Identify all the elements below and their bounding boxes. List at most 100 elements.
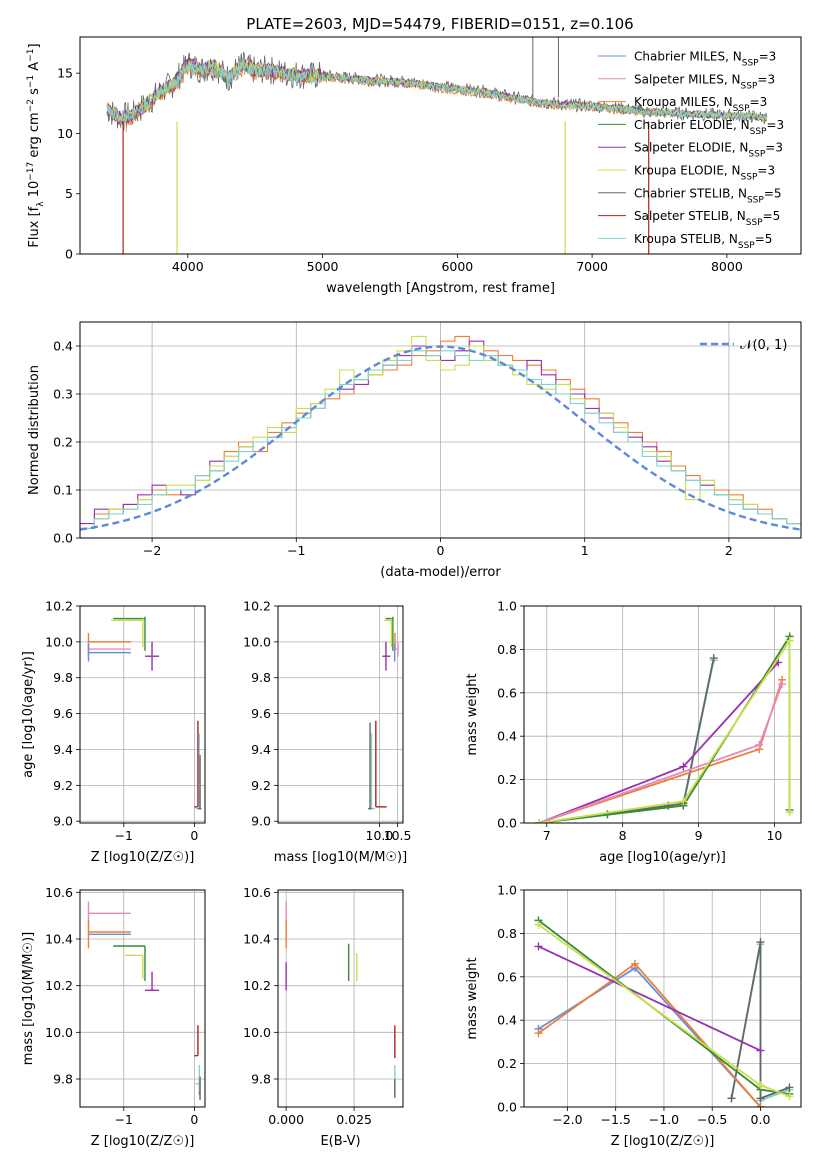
- label-part: SSP: [748, 150, 765, 160]
- y-tick-label: 0.6: [497, 685, 517, 700]
- errorbar-chabrier-stelib-n-ssp-5: [368, 722, 372, 810]
- errorbar-salpeter-elodie-n-ssp-3: [382, 641, 391, 671]
- y-tick-label: 15: [57, 66, 73, 81]
- y-tick-label: 9.2: [251, 778, 271, 793]
- errorbar-kroupa-miles-n-ssp-3: [87, 632, 131, 651]
- x-tick-label: 0.025: [336, 1112, 372, 1127]
- x-tick-label: −1.0: [649, 1112, 679, 1127]
- axes-frame: [277, 889, 404, 1108]
- x-tick-label: 0: [190, 1112, 198, 1127]
- label-part: Salpeter ELODIE, N: [634, 141, 748, 155]
- y-tick-label: 0.4: [53, 339, 73, 354]
- weight-line-kroupa-miles-n-ssp-3: [538, 679, 783, 823]
- x-tick-label: 0.000: [268, 1112, 304, 1127]
- plot-area: [80, 335, 801, 531]
- y-tick-label: 9.0: [251, 814, 271, 829]
- label-part: 10: [27, 181, 42, 202]
- errorbar-kroupa-elodie-n-ssp-3: [384, 618, 393, 648]
- label-part: Chabrier ELODIE, N: [634, 118, 750, 132]
- label-part: (data-model)/error: [380, 565, 501, 580]
- weight-line-chabrier-stelib-n-ssp-5: [607, 657, 715, 816]
- label-part: Normed distribution: [27, 365, 42, 495]
- errorbar-chabrier-stelib-n-ssp-5: [198, 1076, 201, 1100]
- label-part: Kroupa STELIB, N: [634, 232, 738, 246]
- plot-mass_vs_Z: −1 0 9.8 10.0 10.2 10.4 10.6 Z [log10(Z/Z☉)] mas…: [21, 885, 206, 1149]
- legend-label: Salpeter MILES, NSSP=3: [634, 72, 775, 91]
- x-tick-label: 1: [581, 543, 589, 558]
- weight-marker: [778, 680, 787, 689]
- label-part: =5: [763, 209, 781, 223]
- plot-area: [87, 901, 201, 1100]
- x-tick-label: 7000: [576, 259, 608, 274]
- y-tick-label: 9.0: [53, 814, 73, 829]
- axes-frame: [79, 605, 206, 824]
- label-part: SSP: [742, 59, 759, 69]
- label-part: =3: [750, 95, 768, 109]
- y-tick-label: 5: [65, 186, 73, 201]
- errorbar-salpeter-miles-n-ssp-3: [87, 641, 131, 657]
- x-tick-label: 10.0: [366, 828, 394, 843]
- y-tick-label: 0.3: [53, 387, 73, 402]
- plot-area: [285, 901, 396, 1098]
- histogram-kroupa-stelib-n-ssp-5: [80, 350, 801, 529]
- y-tick-label: 0.2: [497, 772, 517, 787]
- errorbar-salpeter-miles-n-ssp-3: [87, 901, 131, 925]
- x-tick-label: −1: [287, 543, 305, 558]
- x-tick-label: 5000: [307, 259, 339, 274]
- label-part: s: [27, 88, 42, 99]
- x-axis-label: E(B-V): [320, 1134, 360, 1149]
- plot-spectrum: 4000 5000 6000 7000 8000 0 5 10 15 wavelength [An…: [26, 36, 802, 296]
- label-part: λ: [36, 201, 46, 207]
- label-part: =5: [755, 232, 773, 246]
- weight-marker: [785, 808, 794, 817]
- errorbar-chabrier-stelib-n-ssp-5: [197, 754, 202, 810]
- label-part: Kroupa ELODIE, N: [634, 164, 741, 178]
- x-axis-label: Z [log10(Z/Z☉)]: [611, 1134, 715, 1149]
- weight-line-salpeter-elodie-n-ssp-3: [538, 945, 761, 1052]
- weight-marker: [534, 942, 543, 951]
- y-tick-label: 0.0: [497, 1100, 517, 1115]
- label-part: Chabrier MILES, N: [634, 50, 742, 64]
- errorbar-kroupa-elodie-n-ssp-3: [111, 618, 144, 648]
- y-tick-label: 10.0: [243, 634, 271, 649]
- y-tick-label: 10.6: [243, 885, 271, 900]
- label-part: Flux [f: [27, 206, 42, 247]
- weight-marker: [709, 654, 718, 663]
- x-tick-label: 0.0: [751, 1112, 771, 1127]
- x-tick-label: 10: [766, 828, 782, 843]
- label-part: SSP: [733, 104, 750, 114]
- y-tick-label: 9.8: [251, 1072, 271, 1087]
- weight-marker: [756, 1094, 765, 1103]
- x-axis-label: wavelength [Angstrom, rest frame]: [326, 281, 555, 296]
- weight-line-kroupa-elodie-n-ssp-3: [539, 637, 791, 823]
- weight-marker: [534, 1029, 543, 1038]
- label-part: Salpeter MILES, N: [634, 72, 741, 86]
- y-tick-label: 9.4: [251, 742, 271, 757]
- x-tick-label: −2: [143, 543, 161, 558]
- legend-label: Salpeter STELIB, NSSP=5: [634, 209, 780, 228]
- label-part: SSP: [741, 81, 758, 91]
- errorbar-salpeter-stelib-n-ssp-5: [375, 720, 387, 808]
- x-tick-label: 0: [190, 828, 198, 843]
- legend-label: Chabrier MILES, NSSP=3: [634, 50, 776, 69]
- x-tick-label: 0: [437, 543, 445, 558]
- x-tick-label: 10.5: [384, 828, 412, 843]
- weight-marker: [755, 740, 764, 749]
- errorbar-chabrier-elodie-n-ssp-3: [113, 945, 146, 981]
- y-tick-label: 0.6: [497, 969, 517, 984]
- y-axis-label: mass [log10(M/M☉)]: [21, 932, 36, 1065]
- x-tick-label: 6000: [441, 259, 473, 274]
- label-part: Z [log10(Z/Z☉)]: [611, 1134, 715, 1149]
- plot-area: [535, 632, 794, 823]
- label-part: =3: [766, 118, 784, 132]
- y-tick-label: 0.4: [497, 729, 517, 744]
- label-part: SSP: [746, 218, 763, 228]
- label-part: −2: [26, 99, 36, 112]
- weight-marker: [785, 1092, 794, 1101]
- legend-label: Salpeter ELODIE, NSSP=3: [634, 141, 783, 160]
- y-tick-label: 9.4: [53, 742, 73, 757]
- legend-label: Chabrier STELIB, NSSP=5: [634, 186, 782, 205]
- y-tick-label: 10.6: [45, 885, 73, 900]
- legend-label: Chabrier ELODIE, NSSP=3: [634, 118, 784, 137]
